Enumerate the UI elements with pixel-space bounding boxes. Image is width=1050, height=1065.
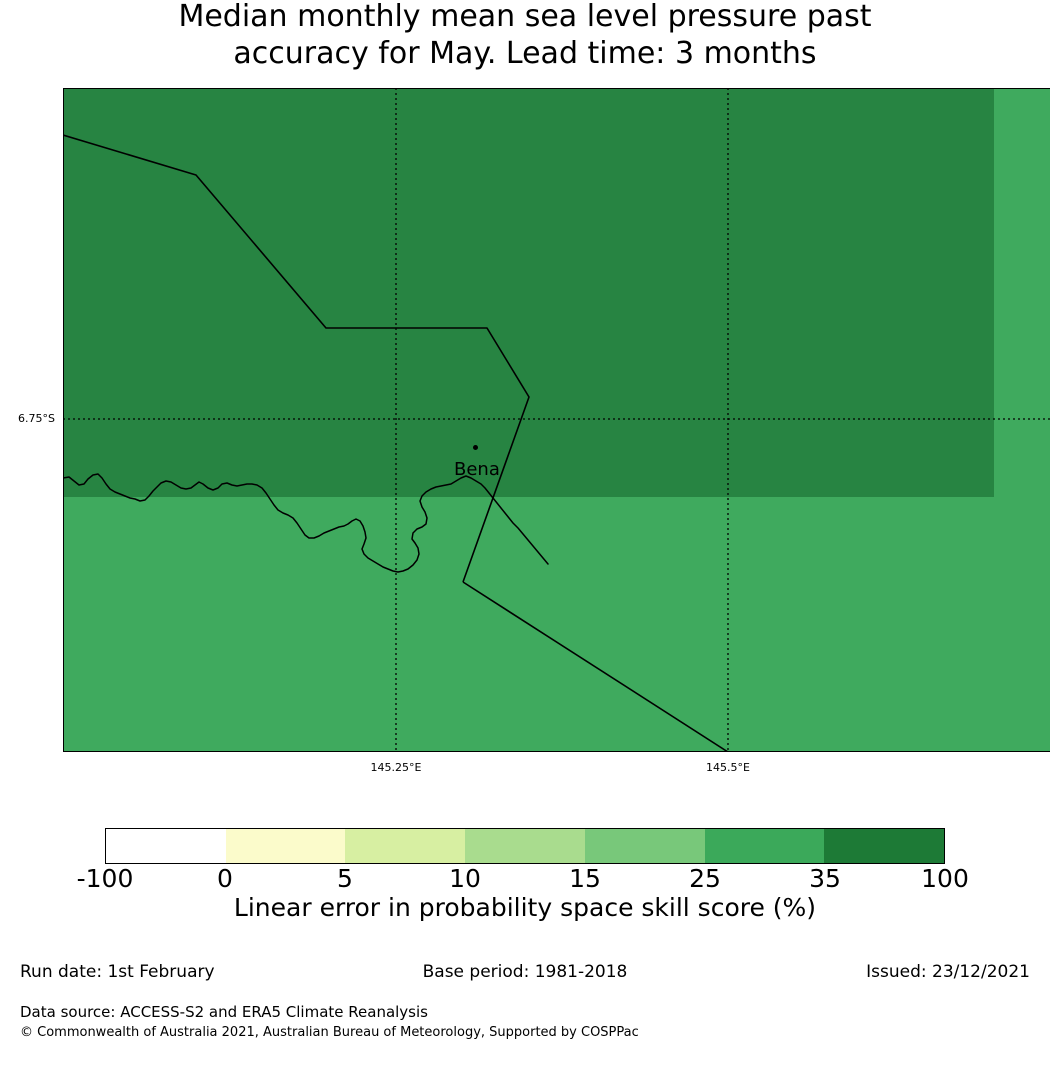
page-title: Median monthly mean sea level pressure p… <box>178 0 872 71</box>
colorbar-segment-35-100 <box>824 829 945 863</box>
colorbar-tick-0: 0 <box>217 864 233 893</box>
colorbar-tick-5: 5 <box>337 864 353 893</box>
lon-tick-label-145.25E: 145.25°E <box>370 761 422 774</box>
colorbar-segment-15-25 <box>584 829 705 863</box>
colorbar-tick-100: 100 <box>921 864 969 893</box>
map-canvas <box>63 88 1050 752</box>
skill-cell-dark-green <box>63 88 994 497</box>
lat-tick-label-6.75S: 6.75°S <box>18 412 55 425</box>
map-panel[interactable] <box>63 88 1050 752</box>
lon-tick-label-145.5E: 145.5°E <box>706 761 750 774</box>
colorbar-segment-25-35 <box>704 829 825 863</box>
coastline-north <box>63 134 530 583</box>
colorbar-segment-5-10 <box>345 829 466 863</box>
footer-base-period: Base period: 1981-2018 <box>422 962 628 982</box>
coastline-southeast <box>462 581 729 752</box>
colorbar-axis-label: Linear error in probability space skill … <box>233 893 817 922</box>
colorbar-tick-10: 10 <box>449 864 481 893</box>
colorbar-segment-10-15 <box>465 829 585 863</box>
footer-issued-date: Issued: 23/12/2021 <box>866 962 1030 982</box>
colorbar-tick-neg100: -100 <box>76 864 134 893</box>
colorbar-tick-35: 35 <box>809 864 841 893</box>
colorbar-tick-15: 15 <box>569 864 601 893</box>
footer-data-source: Data source: ACCESS-S2 and ERA5 Climate … <box>20 1003 428 1021</box>
footer-copyright: © Commonwealth of Australia 2021, Austra… <box>20 1025 639 1040</box>
coastline-south-detail <box>63 473 549 573</box>
colorbar-segment-neg100-0 <box>106 829 226 863</box>
colorbar[interactable] <box>105 828 945 864</box>
colorbar-tick-25: 25 <box>689 864 721 893</box>
station-marker-bena[interactable] <box>473 445 478 450</box>
station-label-bena: Bena <box>454 459 500 480</box>
footer-run-date: Run date: 1st February <box>20 962 215 982</box>
colorbar-segment-0-5 <box>225 829 346 863</box>
